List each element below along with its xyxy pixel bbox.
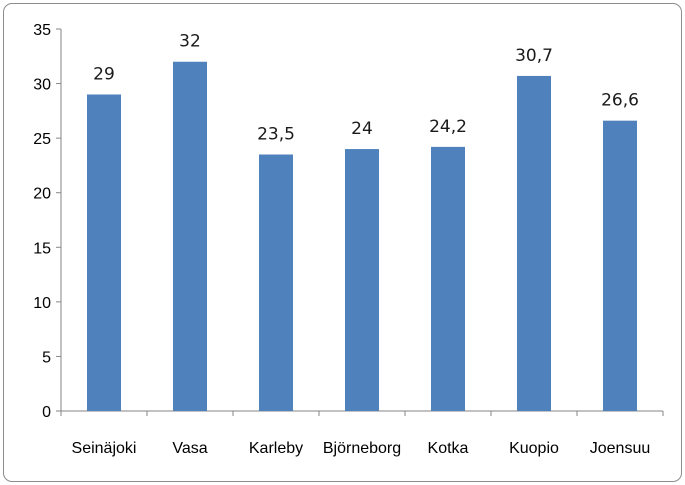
y-tick-label: 15 xyxy=(33,240,51,257)
bar-björneborg xyxy=(345,149,379,412)
y-tick-label: 25 xyxy=(33,131,51,148)
category-label: Seinäjoki xyxy=(72,440,137,457)
data-label: 23,5 xyxy=(257,125,295,145)
data-label: 24 xyxy=(351,119,373,139)
category-label: Björneborg xyxy=(323,440,401,457)
y-tick-label: 10 xyxy=(33,295,51,312)
data-label: 29 xyxy=(93,64,115,84)
bar-seinäjoki xyxy=(87,94,121,411)
data-label: 32 xyxy=(179,32,201,52)
category-label: Kuopio xyxy=(509,440,559,457)
y-tick-label: 5 xyxy=(42,349,51,366)
data-label: 30,7 xyxy=(515,46,553,66)
category-label: Karleby xyxy=(249,440,303,457)
bar-joensuu xyxy=(603,120,637,412)
y-tick-label: 35 xyxy=(33,22,51,39)
bars xyxy=(87,61,637,412)
category-label: Vasa xyxy=(172,440,207,457)
bar-kuopio xyxy=(517,75,551,411)
y-tick-label: 0 xyxy=(42,404,51,421)
data-label: 24,2 xyxy=(429,117,467,137)
category-label: Joensuu xyxy=(590,440,651,457)
bar-karleby xyxy=(259,154,293,411)
category-labels: Seinäjoki Vasa Karleby Björneborg Kotka Kuopi… xyxy=(72,440,651,457)
y-tick-label: 20 xyxy=(33,186,51,203)
data-labels: 29 32 23,5 24 24,2 30,7 26,6 xyxy=(93,32,639,145)
y-tick-label: 30 xyxy=(33,77,51,94)
bar-kotka xyxy=(431,146,465,412)
y-axis-ticks: 0 5 10 15 20 25 30 35 xyxy=(33,22,61,421)
data-label: 26,6 xyxy=(601,91,639,111)
category-label: Kotka xyxy=(428,440,469,457)
bar-vasa xyxy=(173,61,207,411)
